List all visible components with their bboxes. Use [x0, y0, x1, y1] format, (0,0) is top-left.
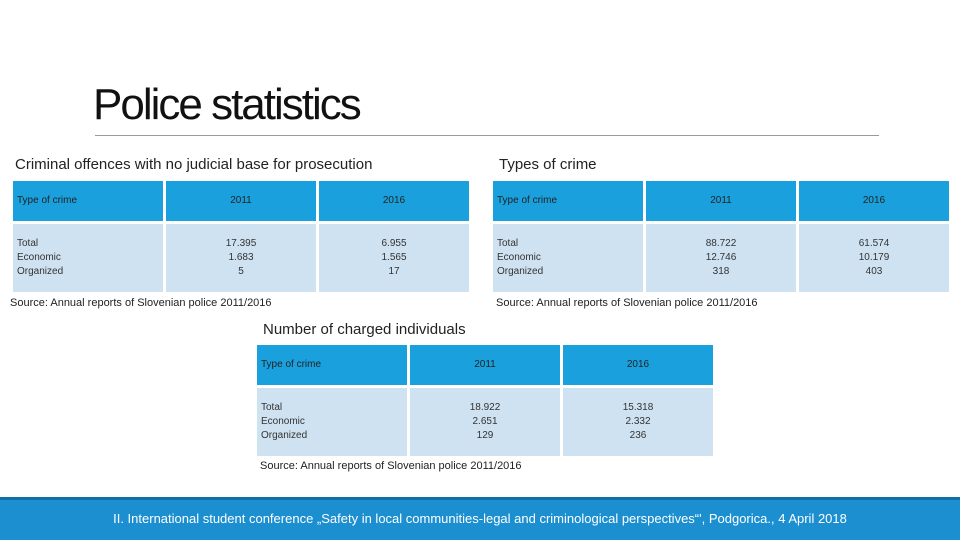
- bottom-source-note: Source: Annual reports of Slovenian poli…: [260, 460, 522, 472]
- bottom-section-heading: Number of charged individuals: [263, 321, 466, 338]
- right-section-heading: Types of crime: [499, 156, 597, 173]
- crime-type-cell: Total Economic Organized: [493, 224, 643, 292]
- value-2011-economic: 12.746: [705, 252, 737, 263]
- value-2016-total: 6.955: [381, 238, 407, 249]
- crime-type-economic: Economic: [17, 252, 61, 263]
- column-header-2016: 2016: [563, 345, 713, 385]
- footer-conference-text: II. International student conference „Sa…: [113, 511, 847, 526]
- table-row: Total Economic Organized 18.922 2.651 12…: [257, 388, 713, 456]
- crime-type-organized: Organized: [497, 266, 544, 277]
- value-2011-economic: 1.683: [228, 252, 254, 263]
- column-header-2016: 2016: [799, 181, 949, 221]
- crime-type-economic: Economic: [261, 416, 305, 427]
- table-header-row: Type of crime 2011 2016: [493, 181, 949, 221]
- crime-type-organized: Organized: [261, 430, 308, 441]
- value-2011-total: 88.722: [705, 238, 737, 249]
- value-2011-organized: 5: [238, 266, 244, 277]
- value-2016-economic: 2.332: [625, 416, 651, 427]
- table-header-row: Type of crime 2011 2016: [257, 345, 713, 385]
- crime-type-organized: Organized: [17, 266, 64, 277]
- values-2011-cell: 18.922 2.651 129: [410, 388, 560, 456]
- value-2011-total: 17.395: [225, 238, 257, 249]
- value-2016-organized: 236: [629, 430, 647, 441]
- values-2016-cell: 6.955 1.565 17: [319, 224, 469, 292]
- column-header-type: Type of crime: [493, 181, 643, 221]
- right-stats-table: Type of crime 2011 2016 Total Economic O…: [490, 178, 952, 295]
- right-source-note: Source: Annual reports of Slovenian poli…: [496, 297, 758, 309]
- left-section-heading: Criminal offences with no judicial base …: [15, 156, 373, 173]
- column-header-2016: 2016: [319, 181, 469, 221]
- table-header-row: Type of crime 2011 2016: [13, 181, 469, 221]
- footer-bar: II. International student conference „Sa…: [0, 497, 960, 540]
- crime-type-total: Total: [17, 238, 39, 249]
- table-row: Total Economic Organized 17.395 1.683 5 …: [13, 224, 469, 292]
- column-header-2011: 2011: [166, 181, 316, 221]
- value-2016-total: 15.318: [622, 402, 654, 413]
- value-2016-total: 61.574: [858, 238, 890, 249]
- value-2016-economic: 1.565: [381, 252, 407, 263]
- left-stats-table: Type of crime 2011 2016 Total Economic O…: [10, 178, 472, 295]
- values-2011-cell: 88.722 12.746 318: [646, 224, 796, 292]
- column-header-2011: 2011: [646, 181, 796, 221]
- slide-title: Police statistics: [93, 80, 362, 129]
- value-2016-economic: 10.179: [858, 252, 890, 263]
- value-2011-organized: 318: [712, 266, 730, 277]
- value-2011-economic: 2.651: [472, 416, 498, 427]
- title-divider: [95, 135, 879, 136]
- value-2016-organized: 403: [865, 266, 883, 277]
- table-row: Total Economic Organized 88.722 12.746 3…: [493, 224, 949, 292]
- column-header-2011: 2011: [410, 345, 560, 385]
- values-2016-cell: 61.574 10.179 403: [799, 224, 949, 292]
- values-2011-cell: 17.395 1.683 5: [166, 224, 316, 292]
- crime-type-cell: Total Economic Organized: [257, 388, 407, 456]
- column-header-type: Type of crime: [257, 345, 407, 385]
- value-2016-organized: 17: [388, 266, 400, 277]
- crime-type-total: Total: [261, 402, 283, 413]
- left-source-note: Source: Annual reports of Slovenian poli…: [10, 297, 272, 309]
- values-2016-cell: 15.318 2.332 236: [563, 388, 713, 456]
- value-2011-total: 18.922: [469, 402, 501, 413]
- crime-type-cell: Total Economic Organized: [13, 224, 163, 292]
- crime-type-total: Total: [497, 238, 519, 249]
- value-2011-organized: 129: [476, 430, 494, 441]
- crime-type-economic: Economic: [497, 252, 541, 263]
- column-header-type: Type of crime: [13, 181, 163, 221]
- bottom-stats-table: Type of crime 2011 2016 Total Economic O…: [254, 342, 716, 459]
